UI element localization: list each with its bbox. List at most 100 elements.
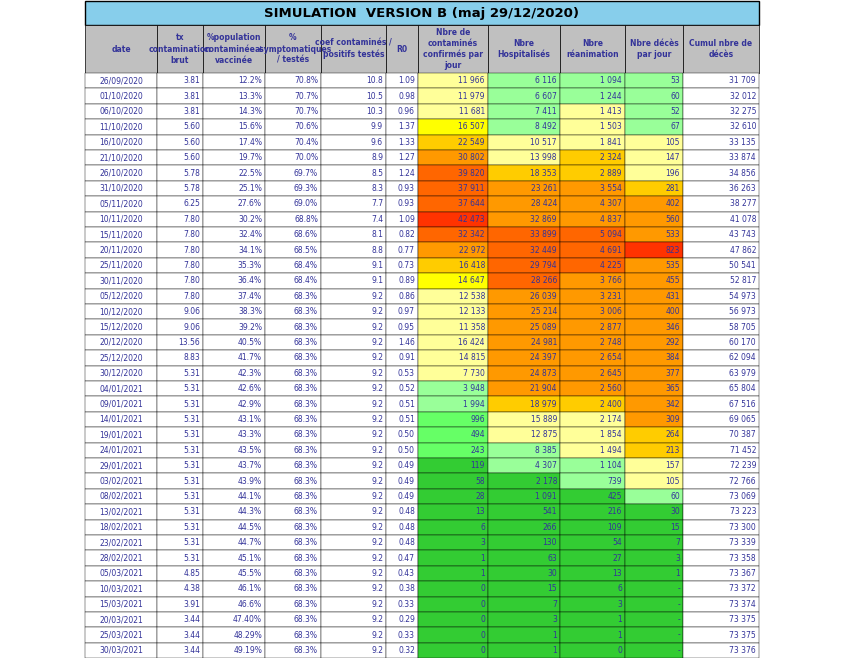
Text: 36.4%: 36.4%	[238, 276, 262, 286]
Bar	[488, 566, 560, 581]
Bar	[488, 396, 560, 412]
Bar	[418, 196, 488, 212]
Bar	[85, 535, 157, 550]
Text: 13/02/2021: 13/02/2021	[100, 507, 143, 517]
Bar	[418, 412, 488, 427]
Bar	[203, 119, 265, 135]
Text: 9.2: 9.2	[371, 307, 383, 316]
Bar	[418, 273, 488, 289]
Bar	[203, 581, 265, 597]
Text: %
asymptomatiques
/ testés: % asymptomatiques / testés	[254, 34, 332, 64]
Text: 32 449: 32 449	[530, 245, 557, 255]
Bar	[157, 443, 203, 458]
Bar	[321, 489, 386, 504]
Bar	[488, 150, 560, 165]
Text: 9.2: 9.2	[371, 338, 383, 347]
Bar	[203, 396, 265, 412]
Text: 1: 1	[617, 615, 622, 624]
Bar	[386, 473, 418, 489]
Bar	[321, 104, 386, 119]
Text: 62 094: 62 094	[729, 353, 756, 363]
Bar	[203, 135, 265, 150]
Text: 73 223: 73 223	[729, 507, 756, 517]
Text: 73 358: 73 358	[729, 553, 756, 563]
Text: 2 645: 2 645	[600, 368, 622, 378]
Bar	[157, 366, 203, 381]
Bar	[321, 196, 386, 212]
Bar	[321, 427, 386, 443]
Bar	[386, 196, 418, 212]
Bar	[321, 643, 386, 658]
Text: 56 973: 56 973	[729, 307, 756, 316]
Text: 26/10/2020: 26/10/2020	[99, 168, 143, 178]
Bar	[386, 581, 418, 597]
Bar	[488, 181, 560, 196]
Bar	[157, 550, 203, 566]
Text: 63 979: 63 979	[729, 368, 756, 378]
Text: 32 869: 32 869	[531, 215, 557, 224]
Text: 3.44: 3.44	[183, 646, 200, 655]
Text: 70.7%: 70.7%	[294, 107, 318, 116]
Bar	[265, 550, 321, 566]
Text: 281: 281	[666, 184, 680, 193]
Bar	[386, 643, 418, 658]
Bar	[265, 196, 321, 212]
Text: 3 231: 3 231	[600, 291, 622, 301]
Text: 5.31: 5.31	[183, 399, 200, 409]
Bar	[560, 196, 625, 212]
Text: 0: 0	[480, 646, 485, 655]
Bar	[625, 350, 683, 366]
Text: 45.1%: 45.1%	[238, 553, 262, 563]
Text: 58: 58	[475, 476, 485, 486]
Bar	[203, 319, 265, 335]
Bar	[418, 520, 488, 535]
Bar	[265, 627, 321, 643]
Text: 0.47: 0.47	[398, 553, 415, 563]
Text: 11 966: 11 966	[458, 76, 485, 85]
Bar	[321, 597, 386, 612]
Bar	[386, 273, 418, 289]
Text: 29/01/2021: 29/01/2021	[100, 461, 143, 470]
Text: 0.77: 0.77	[398, 245, 415, 255]
Bar	[157, 581, 203, 597]
Text: 25 089: 25 089	[531, 322, 557, 332]
Bar	[386, 150, 418, 165]
Bar	[386, 458, 418, 473]
Bar	[157, 520, 203, 535]
Text: 5 094: 5 094	[600, 230, 622, 240]
Bar	[265, 443, 321, 458]
Text: 533: 533	[665, 230, 680, 240]
Text: 21/10/2020: 21/10/2020	[100, 153, 143, 163]
Bar	[683, 88, 759, 104]
Text: 1: 1	[552, 646, 557, 655]
Bar	[683, 366, 759, 381]
Bar	[683, 150, 759, 165]
Bar	[85, 25, 157, 73]
Bar	[418, 227, 488, 242]
Bar	[418, 504, 488, 520]
Text: 0.38: 0.38	[398, 584, 415, 594]
Text: 06/10/2020: 06/10/2020	[99, 107, 143, 116]
Text: 68.3%: 68.3%	[294, 476, 318, 486]
Text: 9.6: 9.6	[371, 138, 383, 147]
Text: Nbre
réanimation: Nbre réanimation	[566, 39, 619, 59]
Text: 37 644: 37 644	[458, 199, 485, 209]
Bar	[488, 119, 560, 135]
Text: 2 889: 2 889	[600, 168, 622, 178]
Bar	[418, 643, 488, 658]
Text: 58 705: 58 705	[729, 322, 756, 332]
Text: 119: 119	[471, 461, 485, 470]
Bar	[321, 335, 386, 350]
Bar	[560, 319, 625, 335]
Bar	[418, 319, 488, 335]
Bar	[265, 165, 321, 181]
Text: 73 375: 73 375	[729, 630, 756, 640]
Bar	[560, 396, 625, 412]
Bar	[683, 504, 759, 520]
Bar	[386, 504, 418, 520]
Bar	[488, 165, 560, 181]
Text: 68.3%: 68.3%	[294, 430, 318, 440]
Bar	[683, 427, 759, 443]
Bar	[683, 135, 759, 150]
Text: 346: 346	[665, 322, 680, 332]
